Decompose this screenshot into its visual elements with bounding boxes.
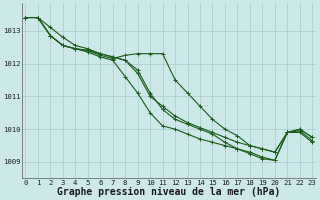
X-axis label: Graphe pression niveau de la mer (hPa): Graphe pression niveau de la mer (hPa) [57, 187, 280, 197]
